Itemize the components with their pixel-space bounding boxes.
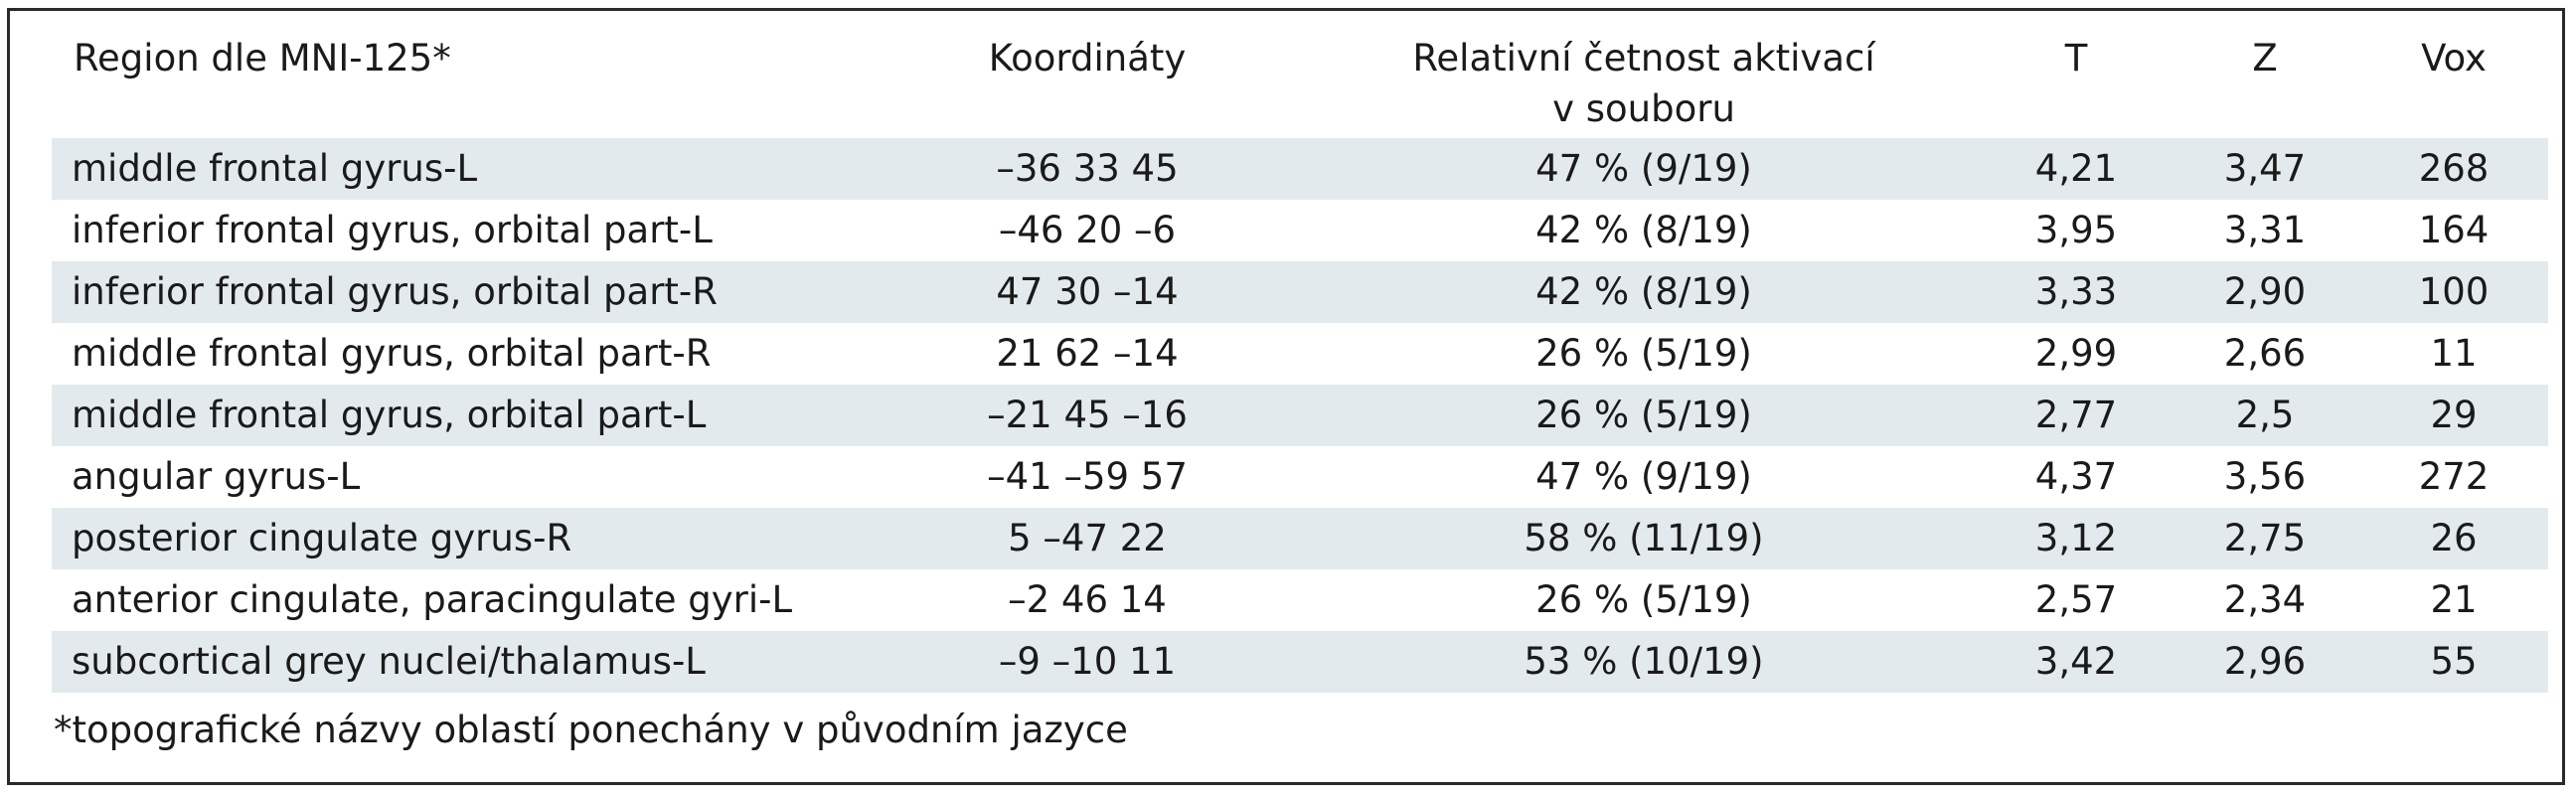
cell-t: 3,33 bbox=[1982, 261, 2171, 323]
cell-t: 2,57 bbox=[2034, 578, 2118, 621]
header-region: Region dle MNI-125* bbox=[74, 37, 451, 80]
cell-relative-frequency: 26 % (5/19) bbox=[1306, 385, 1982, 446]
table-row: subcortical grey nuclei/thalamus-L –9 –1… bbox=[52, 631, 2548, 693]
cell-region: middle frontal gyrus, orbital part-R bbox=[72, 332, 712, 375]
cell-region: middle frontal gyrus-L bbox=[52, 138, 869, 200]
cell-vox: 21 bbox=[2430, 578, 2478, 621]
cell-region: inferior frontal gyrus, orbital part-R bbox=[52, 261, 869, 323]
table-row: anterior cingulate, paracingulate gyri-L… bbox=[52, 569, 2548, 631]
cell-vox: 272 bbox=[2418, 455, 2490, 498]
header-vox: Vox bbox=[2421, 37, 2487, 80]
cell-z: 3,31 bbox=[2223, 209, 2307, 251]
cell-t: 3,12 bbox=[1982, 508, 2171, 569]
cell-coordinates: 5 –47 22 bbox=[869, 508, 1306, 569]
table-footnote: *topografické názvy oblastí ponechány v … bbox=[54, 709, 1128, 751]
header-relative-line1: Relativní četnost aktivací bbox=[1412, 37, 1875, 80]
cell-vox: 29 bbox=[2359, 385, 2548, 446]
cell-z: 2,90 bbox=[2171, 261, 2359, 323]
cell-relative-frequency: 47 % (9/19) bbox=[1535, 455, 1752, 498]
table-row: inferior frontal gyrus, orbital part-R 4… bbox=[52, 261, 2548, 323]
cell-coordinates: 21 62 –14 bbox=[996, 332, 1179, 375]
header-coordinates: Koordináty bbox=[988, 37, 1187, 80]
cell-vox: 164 bbox=[2418, 209, 2490, 251]
header-z: Z bbox=[2252, 37, 2278, 80]
cell-z: 3,56 bbox=[2223, 455, 2307, 498]
cell-coordinates: –2 46 14 bbox=[1008, 578, 1167, 621]
cell-t: 3,95 bbox=[2034, 209, 2118, 251]
cell-vox: 55 bbox=[2359, 631, 2548, 693]
cell-vox: 11 bbox=[2430, 332, 2478, 375]
cell-coordinates: –9 –10 11 bbox=[869, 631, 1306, 693]
cell-coordinates: –36 33 45 bbox=[869, 138, 1306, 200]
cell-vox: 268 bbox=[2359, 138, 2548, 200]
cell-z: 2,96 bbox=[2171, 631, 2359, 693]
header-t: T bbox=[2064, 37, 2088, 80]
cell-coordinates: –41 –59 57 bbox=[987, 455, 1188, 498]
table-row: middle frontal gyrus-L –36 33 45 47 % (9… bbox=[52, 138, 2548, 200]
cell-t: 4,37 bbox=[2034, 455, 2118, 498]
cell-z: 3,47 bbox=[2171, 138, 2359, 200]
cell-coordinates: 47 30 –14 bbox=[869, 261, 1306, 323]
cell-region: subcortical grey nuclei/thalamus-L bbox=[52, 631, 869, 693]
cell-region: angular gyrus-L bbox=[72, 455, 361, 498]
table-row: angular gyrus-L –41 –59 57 47 % (9/19) 4… bbox=[52, 446, 2548, 508]
cell-z: 2,34 bbox=[2223, 578, 2307, 621]
cell-relative-frequency: 53 % (10/19) bbox=[1306, 631, 1982, 693]
cell-region: anterior cingulate, paracingulate gyri-L bbox=[72, 578, 793, 621]
table-row: middle frontal gyrus, orbital part-L –21… bbox=[52, 385, 2548, 446]
cell-coordinates: –46 20 –6 bbox=[998, 209, 1177, 251]
cell-t: 2,99 bbox=[2034, 332, 2118, 375]
cell-z: 2,66 bbox=[2223, 332, 2307, 375]
cell-relative-frequency: 47 % (9/19) bbox=[1306, 138, 1982, 200]
cell-region: inferior frontal gyrus, orbital part-L bbox=[72, 209, 713, 251]
cell-t: 2,77 bbox=[1982, 385, 2171, 446]
cell-z: 2,75 bbox=[2171, 508, 2359, 569]
table-row: middle frontal gyrus, orbital part-R 21 … bbox=[52, 323, 2548, 385]
cell-region: posterior cingulate gyrus-R bbox=[52, 508, 869, 569]
table-header-row: Region dle MNI-125* Koordináty Relativní… bbox=[52, 31, 2548, 138]
cell-relative-frequency: 58 % (11/19) bbox=[1306, 508, 1982, 569]
cell-coordinates: –21 45 –16 bbox=[869, 385, 1306, 446]
cell-z: 2,5 bbox=[2171, 385, 2359, 446]
table-row: inferior frontal gyrus, orbital part-L –… bbox=[52, 200, 2548, 261]
cell-vox: 100 bbox=[2359, 261, 2548, 323]
table-frame: Region dle MNI-125* Koordináty Relativní… bbox=[7, 8, 2565, 785]
cell-relative-frequency: 42 % (8/19) bbox=[1306, 261, 1982, 323]
cell-relative-frequency: 42 % (8/19) bbox=[1535, 209, 1752, 251]
cell-relative-frequency: 26 % (5/19) bbox=[1535, 332, 1752, 375]
header-relative-line2: v souboru bbox=[1552, 87, 1735, 130]
header-relative-frequency: Relativní četnost aktivací v souboru bbox=[1306, 31, 1982, 138]
cell-region: middle frontal gyrus, orbital part-L bbox=[52, 385, 869, 446]
table-row: posterior cingulate gyrus-R 5 –47 22 58 … bbox=[52, 508, 2548, 569]
cell-t: 3,42 bbox=[1982, 631, 2171, 693]
cell-relative-frequency: 26 % (5/19) bbox=[1535, 578, 1752, 621]
cell-t: 4,21 bbox=[1982, 138, 2171, 200]
cell-vox: 26 bbox=[2359, 508, 2548, 569]
activation-table: Region dle MNI-125* Koordináty Relativní… bbox=[52, 31, 2548, 693]
